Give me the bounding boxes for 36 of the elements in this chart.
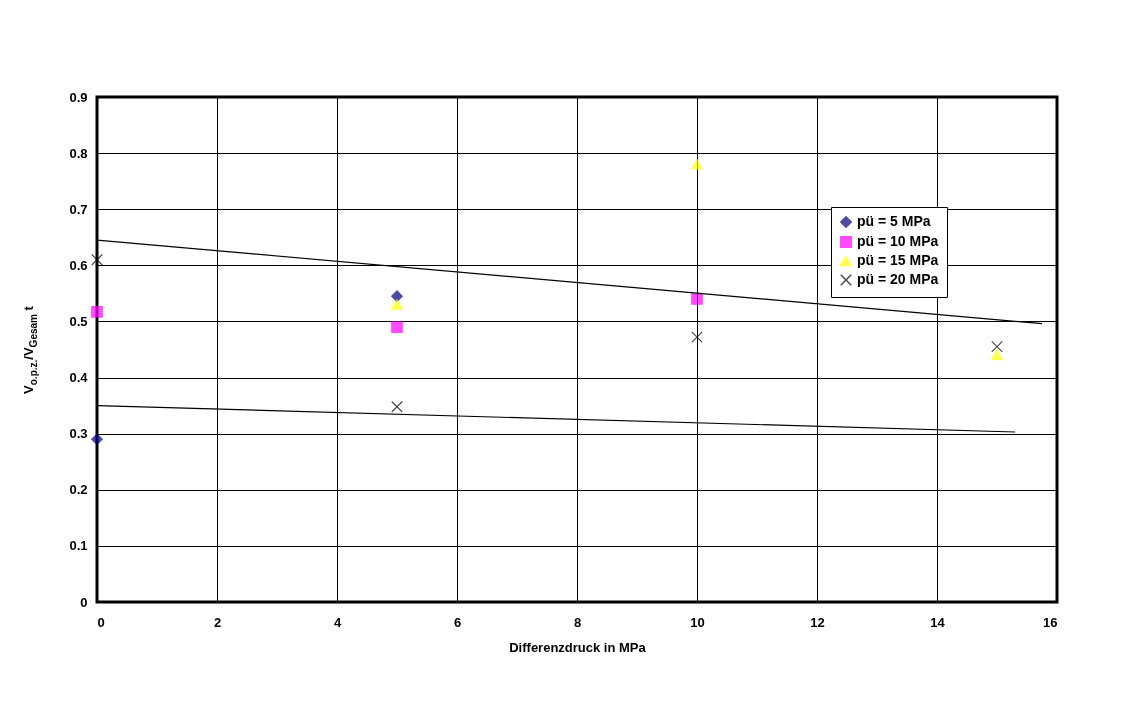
point xyxy=(991,349,1003,361)
x-tick-label: 14 xyxy=(930,614,946,630)
legend-label: pü = 10 MPa xyxy=(857,233,939,249)
point xyxy=(691,159,703,170)
legend-label: pü = 5 MPa xyxy=(857,213,931,229)
y-tick-label: 0.9 xyxy=(69,89,88,105)
point xyxy=(91,433,103,446)
x-tick-label: 0 xyxy=(97,614,105,630)
x-tick-label: 4 xyxy=(333,614,342,630)
legend-label: pü = 15 MPa xyxy=(857,252,939,268)
x-axis-title: Differenzdruck in MPa xyxy=(509,639,647,655)
point xyxy=(691,293,703,305)
point xyxy=(391,321,403,333)
x-tick-label: 12 xyxy=(810,614,825,630)
x-tick-label: 8 xyxy=(573,614,582,630)
y-tick-label: 0.4 xyxy=(69,370,89,386)
y-tick-label: 0.3 xyxy=(69,426,88,442)
y-tick-label: 0.6 xyxy=(69,257,88,273)
x-tick-label: 2 xyxy=(213,614,222,630)
legend-label: pü = 20 MPa xyxy=(857,271,939,287)
y-tick-label: 0.1 xyxy=(69,538,88,554)
y-tick-label: 0.7 xyxy=(69,201,88,217)
point xyxy=(391,400,403,413)
y-tick-label: 0.8 xyxy=(69,145,88,161)
point xyxy=(391,299,403,310)
x-tick-label: 6 xyxy=(453,614,462,630)
point xyxy=(91,306,103,318)
y-tick-label: 0.5 xyxy=(69,313,88,329)
point xyxy=(91,253,103,266)
x-tick-label: 16 xyxy=(1043,614,1058,630)
y-tick-label: 0 xyxy=(80,594,88,610)
point xyxy=(691,331,703,343)
point xyxy=(391,290,403,303)
y-tick-label: 0.2 xyxy=(69,482,88,498)
x-tick-label: 10 xyxy=(690,614,705,630)
point xyxy=(991,340,1003,353)
